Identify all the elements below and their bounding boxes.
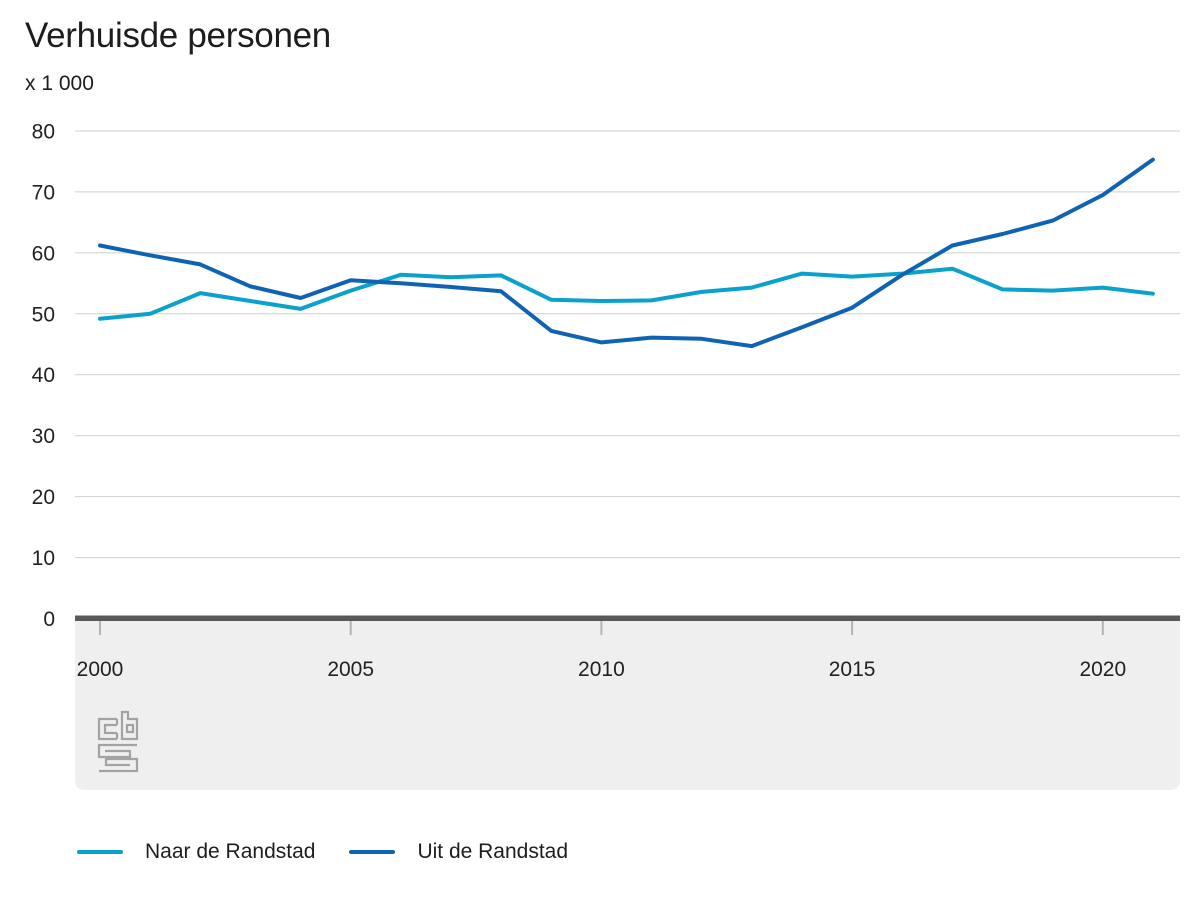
x-axis-tick-label: 2000 [77, 658, 124, 681]
y-axis-tick-label: 60 [32, 242, 55, 265]
legend-label-naar: Naar de Randstad [145, 840, 316, 863]
y-axis-tick-label: 70 [32, 181, 55, 204]
y-axis-tick-label: 10 [32, 547, 55, 570]
grid-lines [75, 130, 1180, 559]
y-axis-tick-label: 0 [43, 608, 55, 631]
legend-item-uit-de-randstad: Uit de Randstad [349, 840, 568, 864]
chart-title: Verhuisde personen [25, 16, 331, 55]
y-axis-tick-label: 20 [32, 486, 55, 509]
legend-swatch-uit-icon [349, 850, 396, 854]
y-axis-tick-label: 50 [32, 303, 55, 326]
unit-label: x 1 000 [25, 72, 94, 95]
legend-item-naar-de-randstad: Naar de Randstad [77, 840, 315, 864]
legend-swatch-naar-icon [77, 850, 123, 854]
series-line-uit-de-randstad [98, 157, 1155, 349]
series-line-naar-de-randstad [98, 266, 1155, 321]
legend-label-uit: Uit de Randstad [417, 840, 569, 863]
cbs-logo-icon [97, 710, 139, 773]
x-axis-ticks [99, 621, 1104, 635]
y-axis-tick-label: 30 [32, 425, 55, 448]
x-axis-tick-label: 2015 [829, 658, 876, 681]
legend: Naar de Randstad Uit de Randstad [77, 840, 602, 864]
x-axis-tick-label: 2010 [578, 658, 625, 681]
x-axis-tick-label: 2020 [1079, 658, 1126, 681]
y-axis-labels: 0 10 20 30 40 50 60 70 80 [32, 121, 55, 632]
zero-axis-bar [75, 615, 1180, 621]
x-axis-bar [75, 615, 1180, 621]
x-axis-tick-label: 2005 [327, 658, 374, 681]
plot-footer-band [75, 621, 1180, 790]
y-axis-tick-label: 40 [32, 364, 55, 387]
line-chart: 0 10 20 30 40 50 60 70 80 2000 2005 2010 2015 2020 [32, 121, 1180, 790]
x-axis-labels: 2000 2005 2010 2015 2020 [77, 658, 1127, 681]
y-axis-tick-label: 80 [32, 121, 55, 144]
